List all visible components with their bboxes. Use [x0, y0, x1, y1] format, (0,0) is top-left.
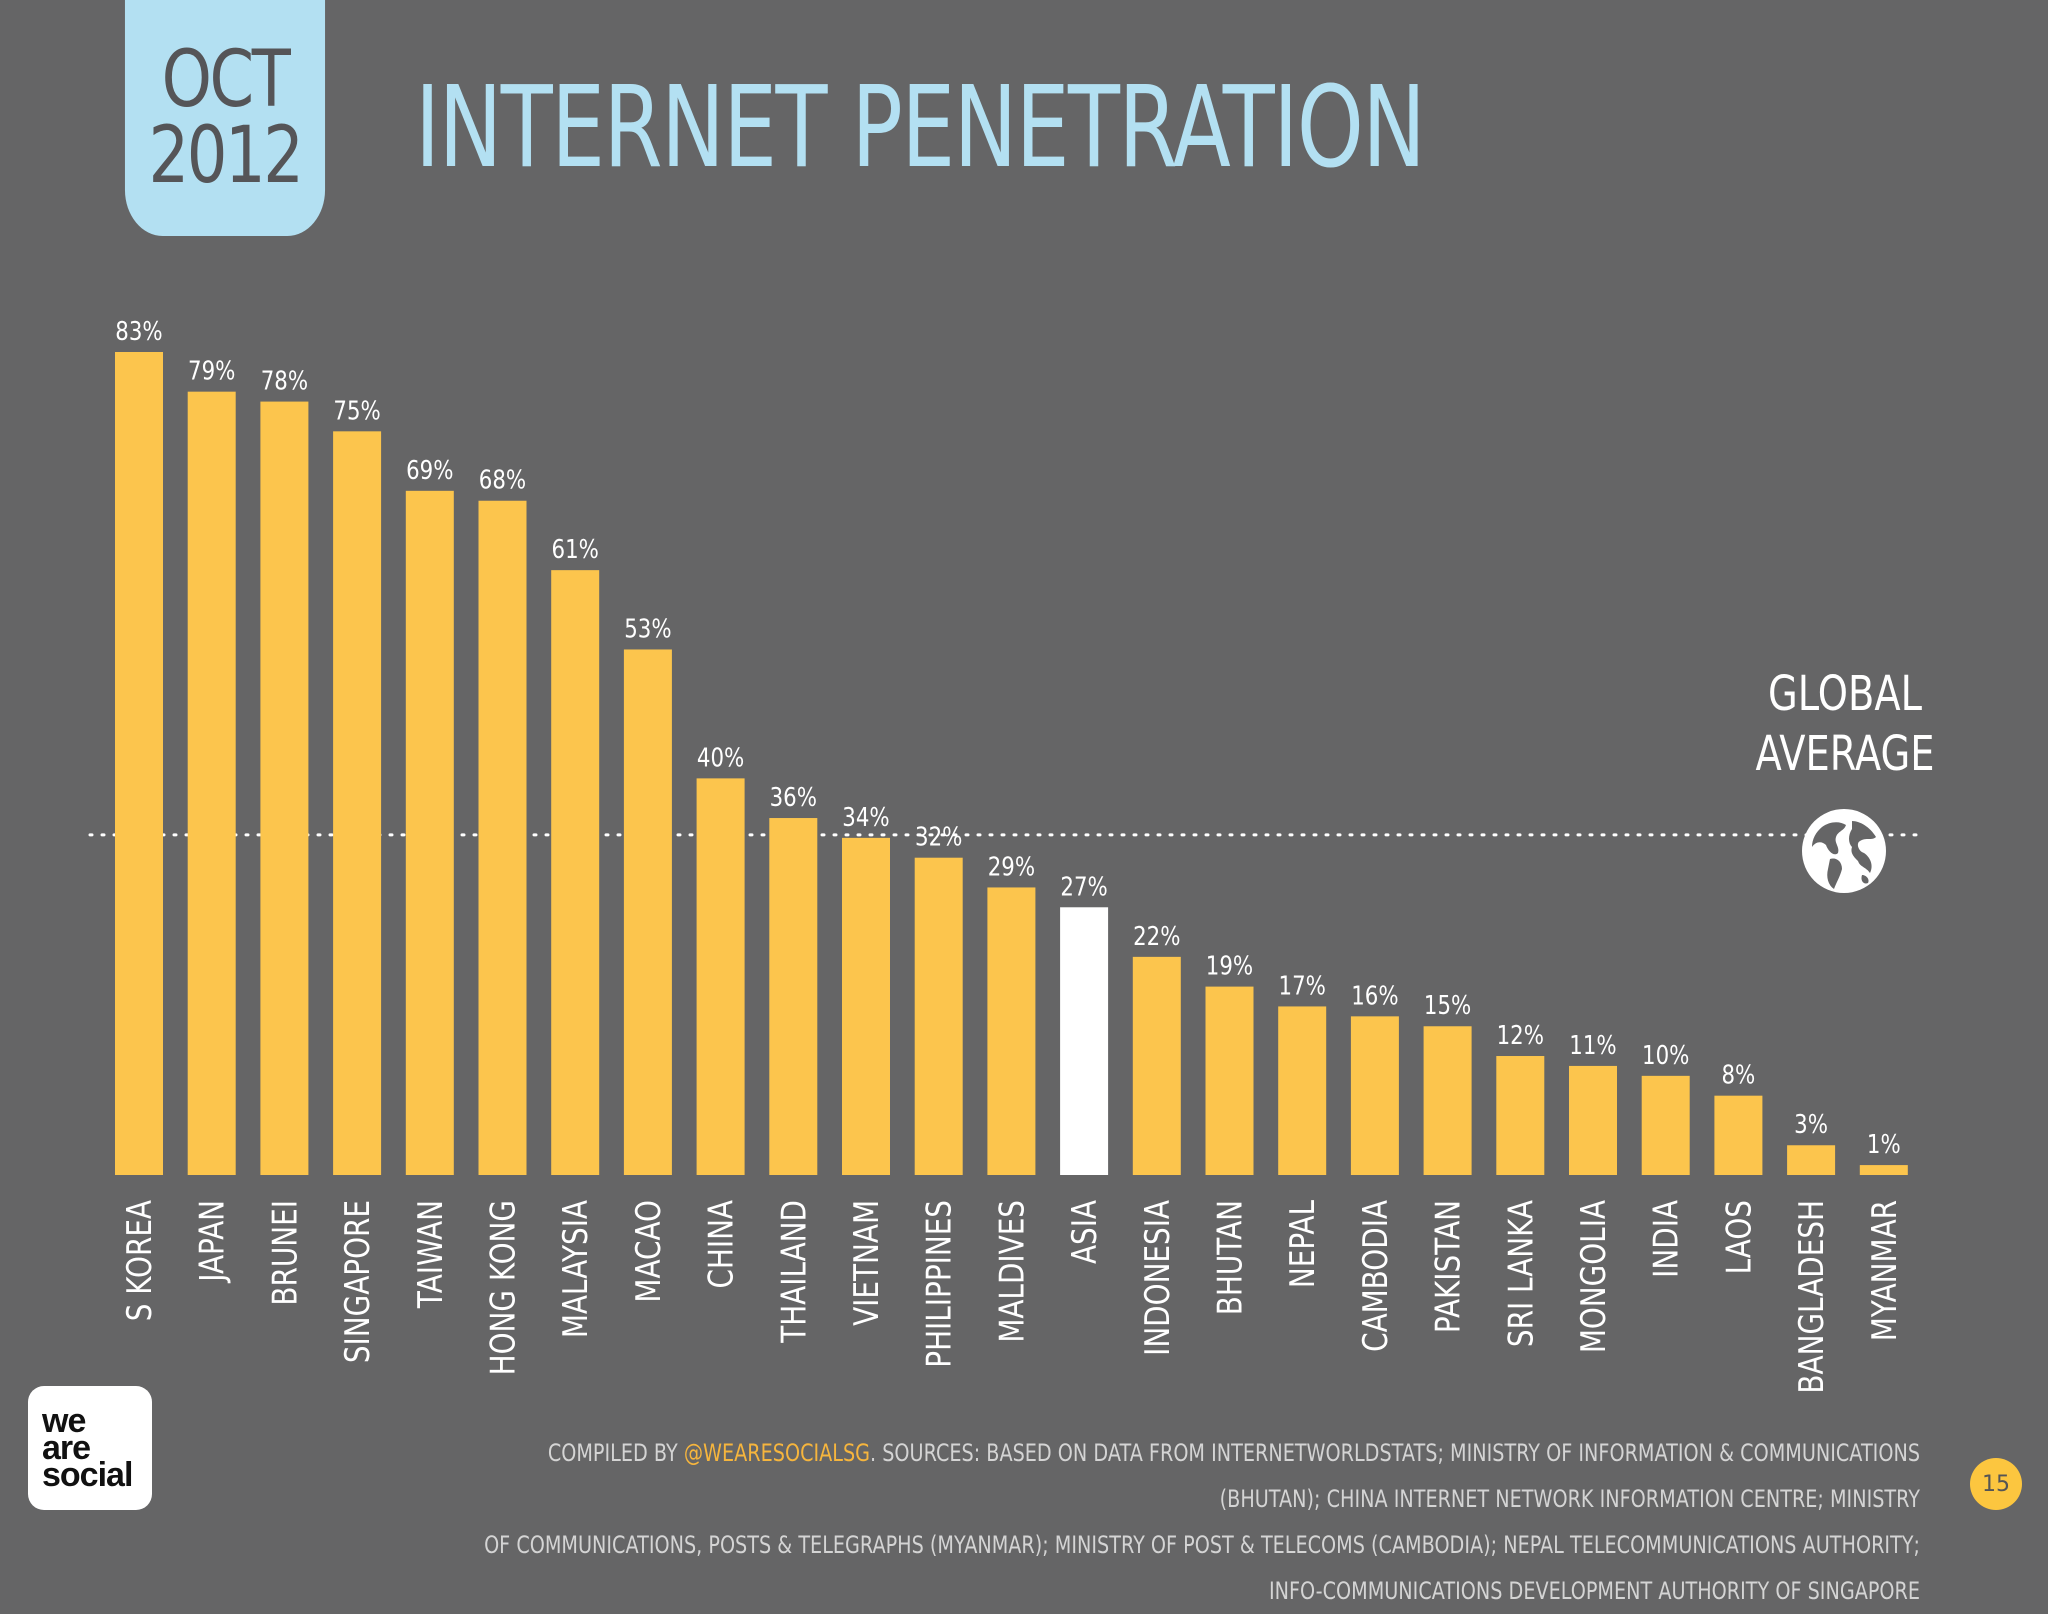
category-label: SRI LANKA	[1502, 1200, 1541, 1347]
bar-cambodia	[1350, 1016, 1399, 1175]
category-label: ASIA	[1065, 1200, 1104, 1264]
category-label: LAOS	[1720, 1200, 1759, 1274]
bar-chart: 83% S KOREA 79% JAPAN 78% BRUNEI 75% SINGAPORE 6…	[88, 316, 1924, 1394]
data-label: 34%	[842, 802, 889, 833]
data-label: 29%	[988, 851, 1035, 882]
category-label: INDIA	[1647, 1200, 1686, 1278]
footer-line1: COMPILED BY @WEARESOCIALSG. SOURCES: BAS…	[547, 1439, 1920, 1513]
global-average-label: GLOBAL AVERAGE	[1729, 664, 1961, 784]
category-label: SINGAPORE	[338, 1200, 377, 1363]
data-label: 36%	[770, 782, 817, 813]
data-label: 78%	[261, 366, 308, 397]
data-label: 79%	[188, 356, 235, 387]
category-label: MYANMAR	[1865, 1200, 1904, 1341]
category-label: S KOREA	[120, 1200, 159, 1321]
bar-taiwan	[405, 490, 454, 1175]
bar-thailand	[769, 818, 818, 1175]
data-label: 22%	[1133, 921, 1180, 952]
bar-china	[696, 778, 745, 1175]
bar-s-korea	[115, 352, 163, 1175]
data-label: 19%	[1206, 951, 1253, 982]
bar-bangladesh	[1787, 1145, 1836, 1175]
category-label: BRUNEI	[266, 1200, 305, 1306]
category-label: BHUTAN	[1211, 1200, 1250, 1315]
date-badge: OCT 2012	[124, 0, 326, 236]
data-label: 11%	[1569, 1030, 1616, 1061]
bar-bhutan	[1205, 986, 1254, 1175]
data-label: 1%	[1867, 1129, 1901, 1160]
data-label: 12%	[1497, 1020, 1544, 1051]
bar-hong-kong	[478, 500, 527, 1175]
category-label: BANGLADESH	[1792, 1200, 1831, 1394]
data-label: 69%	[406, 455, 453, 486]
bar-nepal	[1278, 1006, 1327, 1175]
page-number: 15	[1970, 1458, 2022, 1510]
data-label: 75%	[333, 395, 380, 426]
we-are-social-logo: we are social	[28, 1386, 152, 1510]
globe-icon	[1802, 809, 1886, 893]
bar-japan	[187, 391, 236, 1175]
category-label: CAMBODIA	[1356, 1200, 1395, 1352]
data-label: 83%	[115, 316, 162, 347]
category-label: INDONESIA	[1138, 1200, 1177, 1356]
category-label: THAILAND	[775, 1200, 814, 1344]
category-label: MALAYSIA	[557, 1200, 596, 1338]
bar-macao	[623, 649, 672, 1175]
date-month: OCT	[161, 35, 291, 125]
bar-philippines	[914, 857, 963, 1175]
category-label: VIETNAM	[847, 1200, 886, 1326]
data-label: 10%	[1642, 1040, 1689, 1071]
category-label: NEPAL	[1284, 1199, 1323, 1288]
global-average-line1: GLOBAL	[1767, 666, 1922, 722]
bar-sri-lanka	[1496, 1056, 1545, 1175]
bar-mongolia	[1569, 1065, 1617, 1175]
bar-singapore	[333, 431, 382, 1175]
category-label: JAPAN	[193, 1200, 232, 1284]
data-label: 8%	[1721, 1060, 1755, 1091]
data-label: 15%	[1424, 990, 1471, 1021]
bar-vietnam	[842, 837, 890, 1175]
category-label: MACAO	[629, 1200, 668, 1303]
page-title: INTERNET PENETRATION	[415, 63, 1426, 193]
bar-malaysia	[551, 570, 600, 1175]
bar-maldives	[987, 887, 1036, 1175]
twitter-handle-link[interactable]: @WEARESOCIALSG	[683, 1439, 871, 1467]
data-label: 68%	[479, 465, 526, 496]
category-label: MALDIVES	[993, 1200, 1032, 1343]
category-label: MONGOLIA	[1574, 1200, 1613, 1353]
data-label: 61%	[552, 534, 599, 565]
data-label: 16%	[1351, 980, 1398, 1011]
source-footer: COMPILED BY @WEARESOCIALSG. SOURCES: BAS…	[480, 1430, 1920, 1614]
bar-myanmar	[1859, 1165, 1908, 1175]
date-year: 2012	[148, 111, 304, 201]
global-average-line2: AVERAGE	[1755, 726, 1935, 782]
category-label: TAIWAN	[411, 1200, 450, 1309]
bar-laos	[1714, 1095, 1763, 1175]
data-label: 32%	[915, 822, 962, 853]
data-label: 17%	[1279, 970, 1326, 1001]
data-label: 27%	[1060, 871, 1107, 902]
category-label: PAKISTAN	[1429, 1200, 1468, 1333]
category-label: HONG KONG	[484, 1200, 523, 1375]
category-label: PHILIPPINES	[920, 1200, 959, 1368]
data-label: 53%	[624, 613, 671, 644]
category-label: CHINA	[702, 1200, 741, 1289]
bar-pakistan	[1423, 1026, 1472, 1175]
data-label: 40%	[697, 742, 744, 773]
bar-asia	[1060, 907, 1109, 1175]
bar-india	[1641, 1075, 1690, 1175]
data-label: 3%	[1794, 1109, 1828, 1140]
bar-brunei	[260, 401, 309, 1175]
bar-indonesia	[1132, 956, 1181, 1175]
